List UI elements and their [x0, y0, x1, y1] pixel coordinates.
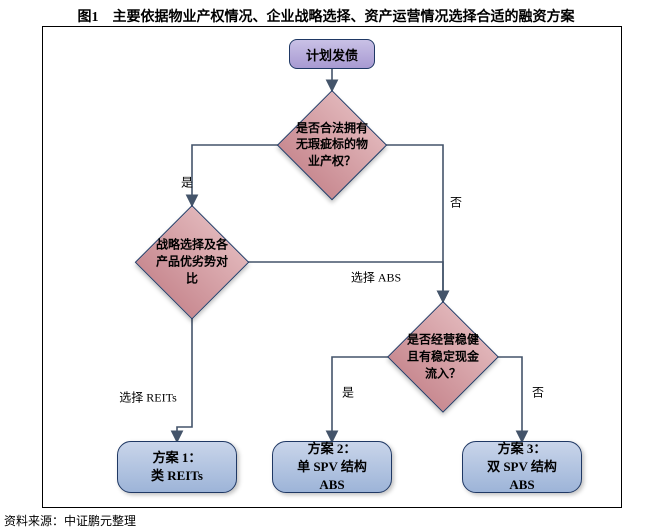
decision-node: 是否合法拥有无瑕疵标的物业产权？ [293, 106, 371, 184]
decision-label: 是否合法拥有无瑕疵标的物业产权？ [293, 120, 371, 170]
edge [192, 145, 278, 206]
decision-node: 是否经营稳健且有稳定现金流入？ [403, 317, 482, 396]
node-d2: 战略选择及各产品优劣势对比 [152, 222, 233, 303]
edge-label: 否 [532, 384, 544, 401]
node-d1: 是否合法拥有无瑕疵标的物业产权？ [293, 106, 371, 184]
node-start: 计划发债 [289, 39, 375, 69]
node-out1: 方案 1：类 REITs [117, 441, 237, 493]
decision-node: 战略选择及各产品优劣势对比 [152, 222, 233, 303]
decision-label: 是否经营稳健且有稳定现金流入？ [403, 332, 482, 382]
node-d3: 是否经营稳健且有稳定现金流入？ [403, 317, 482, 396]
edge-label: 是 [181, 174, 193, 191]
edge [177, 318, 192, 442]
output-node: 方案 1：类 REITs [117, 441, 237, 493]
edge-label: 选择 ABS [351, 269, 401, 286]
start-node: 计划发债 [289, 39, 375, 69]
node-out3: 方案 3：双 SPV 结构ABS [462, 441, 582, 493]
edge-label: 是 [342, 384, 354, 401]
output-node: 方案 2：单 SPV 结构ABS [272, 441, 392, 493]
figure-frame: 是否选择 ABS选择 REITs是否 计划发债是否合法拥有无瑕疵标的物业产权？战… [42, 26, 622, 508]
edge-label: 否 [450, 194, 462, 211]
node-out2: 方案 2：单 SPV 结构ABS [272, 441, 392, 493]
output-node: 方案 3：双 SPV 结构ABS [462, 441, 582, 493]
edge [332, 357, 388, 442]
edge [248, 262, 443, 302]
figure-title: 图1 主要依据物业产权情况、企业战略选择、资产运营情况选择合适的融资方案 [0, 6, 652, 26]
decision-label: 战略选择及各产品优劣势对比 [152, 237, 233, 287]
figure-source: 资料来源：中证鹏元整理 [4, 512, 136, 529]
edge-label: 选择 REITs [119, 389, 177, 406]
edge [498, 357, 522, 442]
